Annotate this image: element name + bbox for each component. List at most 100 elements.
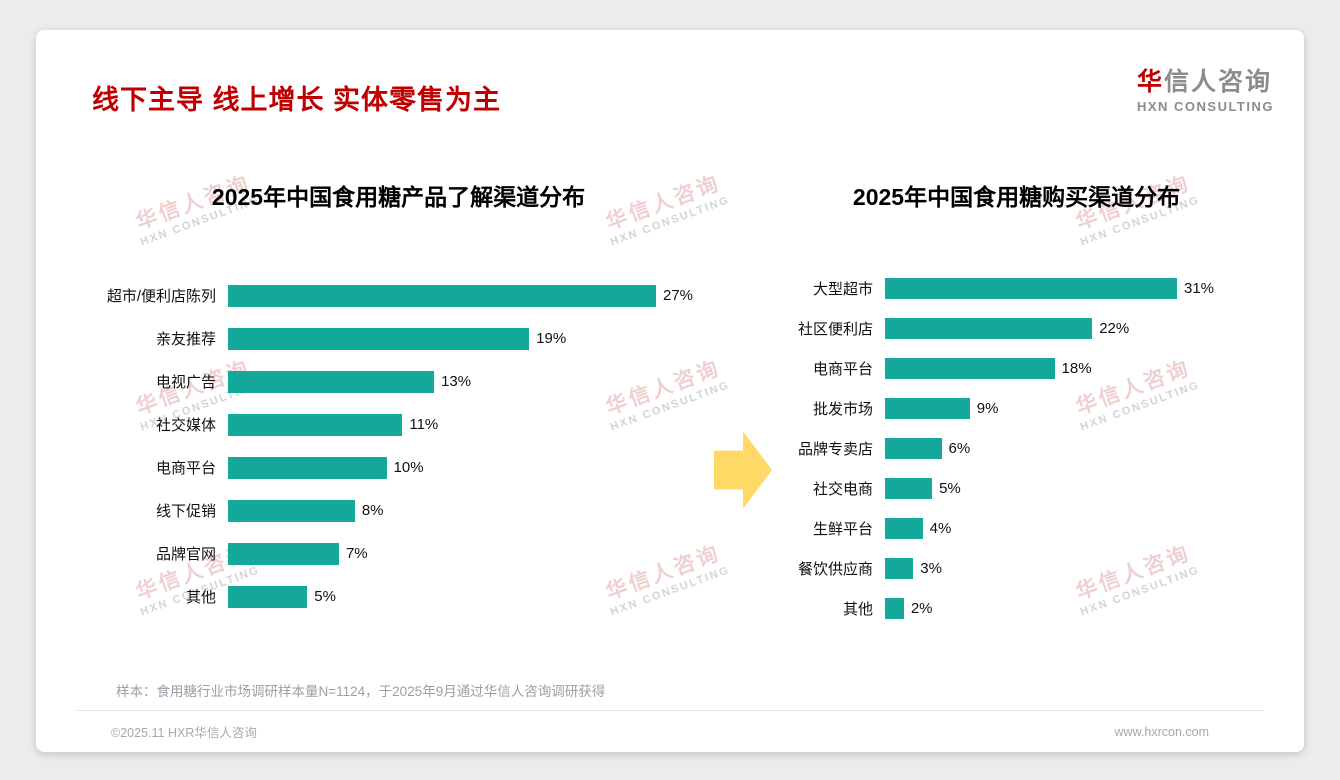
category-label: 电商平台: [812, 360, 873, 378]
bar-row: 亲友推荐 19%: [86, 317, 711, 360]
bar-row: 其他 5%: [86, 575, 711, 618]
bar-track: 2%: [885, 597, 1177, 619]
bar-row: 餐饮供应商 3%: [789, 548, 1244, 588]
bar-row: 电商平台 10%: [86, 446, 711, 489]
category-label: 社区便利店: [797, 320, 873, 338]
value-label: 27%: [663, 287, 694, 304]
category-label: 大型超市: [812, 280, 873, 298]
category-label: 社交电商: [812, 480, 873, 498]
category-label: 超市/便利店陈列: [106, 288, 216, 305]
chart-title-left: 2025年中国食用糖产品了解渠道分布: [211, 184, 586, 210]
bar-row: 品牌专卖店 6%: [789, 428, 1244, 468]
bar-track: 22%: [885, 317, 1177, 339]
bar: [228, 499, 355, 522]
bar-track: 6%: [885, 437, 1177, 459]
bar: [885, 437, 942, 459]
bar-track: 8%: [228, 499, 656, 522]
value-label: 2%: [910, 599, 933, 617]
bar: [885, 397, 970, 419]
website-url: www.hxrcon.com: [1114, 724, 1209, 739]
chart-title-right: 2025年中国食用糖购买渠道分布: [852, 184, 1181, 210]
bar-track: 10%: [228, 456, 656, 479]
bar-row: 电商平台 18%: [789, 348, 1244, 388]
value-label: 4%: [929, 519, 952, 537]
bar: [228, 413, 403, 436]
brand-logo: 华信人咨询 HXN CONSULTING: [1137, 62, 1274, 114]
bar: [228, 284, 656, 307]
bar-list-right: 大型超市 31% 社区便利店 22% 电商平台 18% 批发市场 9% 品牌专卖店 6% 社交电商 5…: [789, 268, 1244, 628]
value-label: 13%: [441, 373, 472, 390]
category-label: 亲友推荐: [155, 331, 216, 348]
bar: [885, 317, 1093, 339]
bar: [885, 357, 1055, 379]
bar-track: 19%: [228, 327, 656, 350]
bar-track: 31%: [885, 277, 1214, 299]
value-label: 18%: [1061, 359, 1092, 377]
value-label: 6%: [948, 439, 971, 457]
arrow-container: [711, 426, 775, 514]
category-label: 电视广告: [155, 374, 216, 391]
bar-track: 3%: [885, 557, 1177, 579]
value-label: 5%: [314, 588, 336, 605]
category-label: 其他: [185, 589, 216, 606]
value-label: 8%: [361, 502, 384, 519]
brand-logo-cn: 华信人咨询: [1137, 62, 1274, 98]
bar: [228, 542, 339, 565]
bar: [228, 370, 435, 393]
awareness-channel-chart: 2025年中国食用糖产品了解渠道分布 超市/便利店陈列 27% 亲友推荐 19% 电视广…: [86, 178, 711, 618]
bar: [885, 517, 923, 539]
brand-logo-en: HXN CONSULTING: [1136, 99, 1274, 114]
value-label: 19%: [536, 330, 567, 347]
bar-row: 线下促销 8%: [86, 489, 711, 532]
category-label: 社交媒体: [155, 417, 216, 434]
value-label: 31%: [1184, 279, 1215, 297]
bar-row: 社交媒体 11%: [86, 403, 711, 446]
bar-list-left: 超市/便利店陈列 27% 亲友推荐 19% 电视广告 13% 社交媒体 11% 电商平台 10% 线…: [86, 274, 711, 618]
category-label: 餐饮供应商: [797, 560, 873, 578]
value-label: 10%: [393, 459, 424, 476]
bar-track: 7%: [228, 542, 656, 565]
right-arrow-icon: [714, 431, 772, 509]
bar: [885, 477, 933, 499]
bar-row: 生鲜平台 4%: [789, 508, 1244, 548]
brand-rest-cn: 信人咨询: [1163, 68, 1272, 96]
category-label: 生鲜平台: [812, 520, 873, 538]
category-label: 电商平台: [155, 460, 216, 477]
bar: [228, 456, 387, 479]
page-title: 线下主导 线上增长 实体零售为主: [92, 85, 502, 115]
sample-footnote: 样本：食用糖行业市场调研样本量N=1124，于2025年9月通过华信人咨询调研获…: [116, 684, 606, 699]
value-label: 22%: [1099, 319, 1130, 337]
brand-accent-char: 华: [1136, 68, 1164, 96]
bar-row: 超市/便利店陈列 27%: [86, 274, 711, 317]
purchase-channel-chart: 2025年中国食用糖购买渠道分布 大型超市 31% 社区便利店 22% 电商平台 18% 批…: [789, 178, 1244, 628]
bar-track: 11%: [228, 413, 656, 436]
bar-row: 批发市场 9%: [789, 388, 1244, 428]
charts-area: 2025年中国食用糖产品了解渠道分布 超市/便利店陈列 27% 亲友推荐 19% 电视广…: [86, 178, 1270, 628]
category-label: 线下促销: [155, 503, 216, 520]
bar-row: 大型超市 31%: [789, 268, 1244, 308]
copyright-text: ©2025.11 HXR华信人咨询: [111, 726, 257, 740]
value-label: 3%: [920, 559, 942, 577]
category-label: 其他: [842, 600, 873, 618]
value-label: 11%: [409, 416, 439, 433]
bar-track: 13%: [228, 370, 656, 393]
bar: [885, 597, 904, 619]
bar-row: 社区便利店 22%: [789, 308, 1244, 348]
value-label: 9%: [976, 399, 999, 417]
bar-row: 其他 2%: [789, 588, 1244, 628]
slide-card: 华信人咨询 HXN CONSULTING 华信人咨询 HXN CONSULTING 华信…: [36, 30, 1304, 752]
bar-track: 5%: [885, 477, 1177, 499]
bar-row: 品牌官网 7%: [86, 532, 711, 575]
bar-track: 5%: [228, 585, 656, 608]
bar-track: 18%: [885, 357, 1177, 379]
bar-track: 9%: [885, 397, 1177, 419]
bar-row: 社交电商 5%: [789, 468, 1244, 508]
bar-track: 27%: [228, 284, 693, 307]
value-label: 5%: [939, 479, 961, 497]
bar: [228, 327, 530, 350]
value-label: 7%: [345, 545, 368, 562]
category-label: 品牌官网: [155, 546, 216, 563]
bar: [885, 277, 1177, 299]
category-label: 批发市场: [812, 400, 873, 418]
bar: [885, 557, 914, 579]
